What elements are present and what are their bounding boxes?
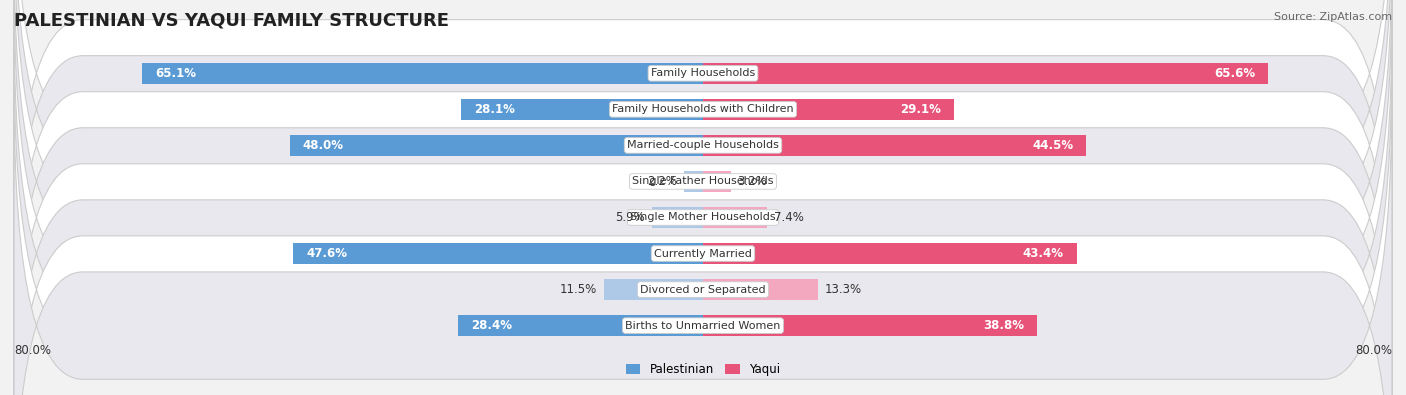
- FancyBboxPatch shape: [14, 0, 1392, 380]
- Text: 65.6%: 65.6%: [1213, 67, 1256, 80]
- Bar: [458, 315, 703, 337]
- Text: Divorced or Separated: Divorced or Separated: [640, 284, 766, 295]
- Text: 44.5%: 44.5%: [1032, 139, 1073, 152]
- Text: 47.6%: 47.6%: [307, 247, 347, 260]
- Text: Family Households with Children: Family Households with Children: [612, 104, 794, 115]
- Text: 80.0%: 80.0%: [14, 344, 51, 357]
- FancyBboxPatch shape: [14, 0, 1392, 308]
- Text: 38.8%: 38.8%: [983, 319, 1024, 332]
- Text: 13.3%: 13.3%: [824, 283, 862, 296]
- Bar: [703, 207, 766, 228]
- Bar: [290, 135, 703, 156]
- Text: PALESTINIAN VS YAQUI FAMILY STRUCTURE: PALESTINIAN VS YAQUI FAMILY STRUCTURE: [14, 12, 449, 30]
- Text: 43.4%: 43.4%: [1022, 247, 1064, 260]
- Text: 28.4%: 28.4%: [471, 319, 512, 332]
- Legend: Palestinian, Yaqui: Palestinian, Yaqui: [621, 359, 785, 381]
- Text: 3.2%: 3.2%: [738, 175, 768, 188]
- Bar: [652, 207, 703, 228]
- Bar: [703, 99, 953, 120]
- FancyBboxPatch shape: [14, 55, 1392, 395]
- Bar: [703, 135, 1087, 156]
- Bar: [461, 99, 703, 120]
- Text: Married-couple Households: Married-couple Households: [627, 140, 779, 150]
- Text: Single Mother Households: Single Mother Households: [630, 213, 776, 222]
- Text: 48.0%: 48.0%: [302, 139, 343, 152]
- Text: Single Father Households: Single Father Households: [633, 177, 773, 186]
- Bar: [605, 279, 703, 300]
- Bar: [703, 315, 1038, 337]
- FancyBboxPatch shape: [14, 19, 1392, 395]
- FancyBboxPatch shape: [14, 91, 1392, 395]
- Text: 2.2%: 2.2%: [647, 175, 678, 188]
- FancyBboxPatch shape: [14, 0, 1392, 395]
- Text: Births to Unmarried Women: Births to Unmarried Women: [626, 321, 780, 331]
- Text: 11.5%: 11.5%: [560, 283, 598, 296]
- Text: 5.9%: 5.9%: [616, 211, 645, 224]
- Text: 65.1%: 65.1%: [155, 67, 197, 80]
- Bar: [703, 243, 1077, 264]
- Bar: [703, 279, 817, 300]
- Text: Family Households: Family Households: [651, 68, 755, 78]
- Bar: [685, 171, 703, 192]
- Bar: [142, 62, 703, 84]
- Text: 80.0%: 80.0%: [1355, 344, 1392, 357]
- Text: 28.1%: 28.1%: [474, 103, 515, 116]
- Text: Currently Married: Currently Married: [654, 248, 752, 259]
- Bar: [703, 171, 731, 192]
- Bar: [703, 62, 1268, 84]
- FancyBboxPatch shape: [14, 0, 1392, 395]
- Bar: [292, 243, 703, 264]
- Text: Source: ZipAtlas.com: Source: ZipAtlas.com: [1274, 12, 1392, 22]
- Text: 7.4%: 7.4%: [773, 211, 803, 224]
- Text: 29.1%: 29.1%: [900, 103, 941, 116]
- FancyBboxPatch shape: [14, 0, 1392, 344]
